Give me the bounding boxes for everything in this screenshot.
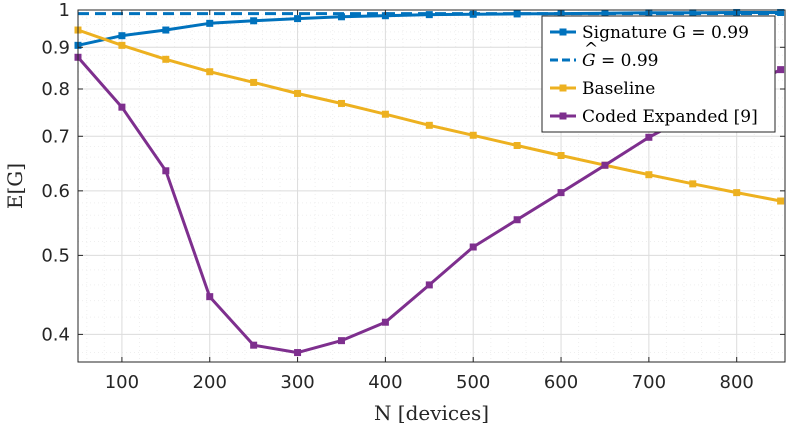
y-tick-label: 0.8 bbox=[41, 79, 70, 100]
legend-box bbox=[541, 15, 776, 133]
data-point-marker bbox=[513, 141, 521, 149]
legend-entry-label: Coded Expanded [9] bbox=[582, 107, 758, 127]
data-point-marker bbox=[294, 89, 302, 97]
data-point-marker bbox=[513, 10, 521, 18]
x-axis-label: N [devices] bbox=[374, 401, 489, 425]
data-point-marker bbox=[645, 133, 653, 141]
data-point-marker bbox=[777, 8, 785, 16]
legend-entry-label: Signature G = 0.99 bbox=[582, 23, 749, 43]
data-point-marker bbox=[469, 131, 477, 139]
y-tick-label: 0.9 bbox=[41, 37, 70, 58]
legend-entry-suffix: = 0.99 bbox=[596, 51, 659, 71]
x-tick-label: 700 bbox=[632, 372, 666, 393]
data-point-marker bbox=[294, 15, 302, 23]
data-point-marker bbox=[162, 26, 170, 34]
data-point-marker bbox=[250, 17, 258, 25]
data-point-marker bbox=[118, 41, 126, 49]
x-tick-label: 600 bbox=[544, 372, 578, 393]
y-tick-label: 0.7 bbox=[41, 126, 70, 147]
data-point-marker bbox=[206, 19, 214, 27]
data-point-marker bbox=[250, 78, 258, 86]
y-tick-label: 1 bbox=[59, 0, 70, 21]
x-tick-label: 200 bbox=[193, 372, 227, 393]
ticks: 100 200 300 400 500 600 700 800 0.4 0.5 0.6 0.7 0.8 0… bbox=[41, 0, 785, 393]
legend-entry-label: Baseline bbox=[582, 79, 655, 99]
data-point-marker bbox=[381, 318, 389, 326]
data-point-marker bbox=[601, 9, 609, 17]
legend-entry-symbol: G bbox=[582, 51, 596, 71]
x-tick-label: 300 bbox=[280, 372, 314, 393]
axes bbox=[77, 9, 786, 363]
data-point-marker bbox=[425, 121, 433, 129]
y-tick-label: 0.4 bbox=[41, 324, 70, 345]
data-point-marker bbox=[337, 99, 345, 107]
legend-entry-accent: ^ bbox=[584, 39, 598, 59]
x-tick-label: 400 bbox=[368, 372, 402, 393]
x-tick-label: 800 bbox=[720, 372, 754, 393]
legend-entry-label: G = 0.99 bbox=[582, 51, 659, 71]
data-point-marker bbox=[557, 152, 565, 160]
data-point-marker bbox=[294, 349, 302, 357]
y-tick-label: 0.5 bbox=[41, 245, 70, 266]
x-tick-label: 500 bbox=[456, 372, 490, 393]
data-point-marker bbox=[118, 103, 126, 111]
data-point-marker bbox=[777, 66, 785, 74]
y-tick-label: 0.6 bbox=[41, 181, 70, 202]
data-point-marker bbox=[425, 11, 433, 19]
data-point-marker bbox=[337, 337, 345, 345]
data-point-marker bbox=[337, 13, 345, 21]
data-point-marker bbox=[645, 171, 653, 179]
legend: Signature G = 0.99 G = 0.99^ Baseline Coded… bbox=[541, 15, 776, 133]
plot-frame bbox=[77, 9, 786, 363]
data-point-marker bbox=[381, 110, 389, 118]
data-point-marker bbox=[250, 341, 258, 349]
legend-swatch-marker bbox=[559, 112, 567, 120]
data-point-marker bbox=[425, 281, 433, 289]
legend-swatch-marker bbox=[559, 28, 567, 36]
data-point-marker bbox=[733, 189, 741, 197]
data-point-marker bbox=[601, 161, 609, 169]
data-point-marker bbox=[162, 55, 170, 63]
data-point-marker bbox=[162, 167, 170, 175]
data-point-marker bbox=[469, 243, 477, 251]
legend-swatch-marker bbox=[559, 84, 567, 92]
data-point-marker bbox=[206, 68, 214, 76]
data-point-marker bbox=[381, 12, 389, 20]
x-tick-label: 100 bbox=[105, 372, 139, 393]
data-point-marker bbox=[206, 293, 214, 301]
data-point-marker bbox=[689, 180, 697, 188]
data-point-marker bbox=[557, 189, 565, 197]
data-point-marker bbox=[118, 32, 126, 40]
y-axis-label: E[G] bbox=[3, 163, 27, 209]
data-point-marker bbox=[513, 216, 521, 224]
data-point-marker bbox=[777, 197, 785, 205]
